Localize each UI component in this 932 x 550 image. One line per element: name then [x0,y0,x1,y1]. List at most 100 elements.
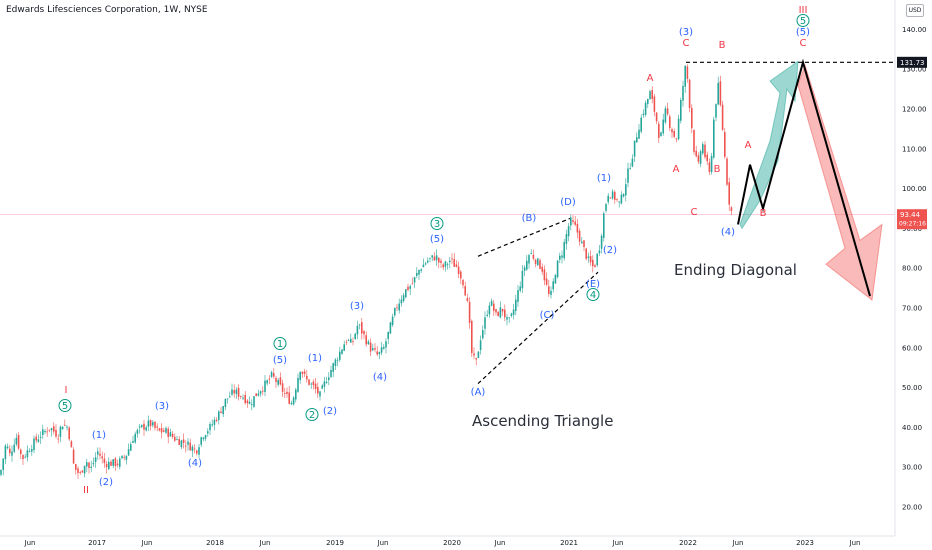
candle [699,151,702,164]
candle [147,420,150,427]
candle [246,400,249,404]
candle [347,340,350,341]
candle [460,271,462,279]
candle [286,391,288,394]
currency-label[interactable]: USD [906,4,924,17]
y-tick-label: 40.00 [902,424,922,432]
candle [493,303,495,311]
candle [277,379,279,385]
candle [229,396,231,398]
candle [677,118,680,140]
candle [154,421,156,428]
candle [303,371,306,374]
y-tick-label: 20.00 [902,504,922,512]
candle [132,441,134,443]
candle [200,437,202,445]
candle [149,420,152,426]
candle [644,102,647,115]
wave-label: (5) [430,234,444,245]
candle [180,440,183,448]
candle [176,438,178,440]
candle [11,451,13,456]
candle [264,380,266,393]
candle [207,431,209,434]
candle [378,352,381,355]
wave-circle [430,217,444,230]
wave-label: C [691,207,698,218]
candle [675,138,678,140]
candle [695,150,697,157]
candle [647,99,649,104]
candle [497,311,499,317]
candle [308,379,310,385]
x-tick-label: 2020 [443,539,461,547]
candle [127,449,130,456]
wave-labels: I 5 II (1) (2) (3) (4) 1 (5) (1) 2 (2) (3) (4) 3 (5) (A)… [58,5,810,496]
candle [396,307,398,309]
candle [9,448,11,454]
candle [26,450,29,458]
candle [704,144,706,158]
candle [189,442,191,451]
candle [600,235,603,249]
candle [640,117,642,132]
candle [587,256,590,258]
candle [385,341,387,348]
candle [673,131,675,137]
candle [44,430,46,433]
candle [143,423,145,430]
wave-label: A [647,73,654,84]
candle [552,281,554,290]
candle [141,424,143,427]
x-tick-label: Jun [377,539,389,547]
candle [61,426,64,430]
x-tick-label: Jun [24,539,36,547]
candle [484,317,486,329]
candle [193,448,196,450]
candle [90,466,92,468]
candle [499,307,502,318]
candle [281,383,284,392]
candle [466,298,469,302]
candle [341,349,343,354]
candle [438,257,440,263]
candle [174,436,176,441]
candle [383,346,385,349]
candle [356,325,359,335]
candle [717,82,719,105]
candle [167,428,169,438]
candle [103,458,106,464]
bullish-arrow [739,60,799,230]
candle [611,191,614,199]
candle [292,397,295,405]
candle [427,260,429,263]
candle [471,320,473,354]
candle [719,81,722,105]
y-tick-label: 140.00 [902,26,927,34]
wave-label: C [683,38,690,49]
candle [222,406,224,415]
candle [321,385,323,389]
candle [455,264,458,267]
candle [79,472,81,473]
y-tick-label: 60.00 [902,344,922,352]
candle [123,457,125,458]
candle [255,393,257,397]
candle [224,398,227,408]
candle [108,461,110,470]
candle [541,266,543,272]
candle [295,389,297,400]
candle [407,286,409,291]
candle [198,447,200,455]
candle [136,429,139,434]
candle [462,279,464,286]
candle [589,256,592,263]
candle [398,303,400,311]
candle [598,250,601,254]
wave-label: I [65,385,68,396]
top-price-label: 131.73 [900,59,925,67]
candle [631,158,634,167]
candle [400,299,403,304]
candle [352,341,354,342]
